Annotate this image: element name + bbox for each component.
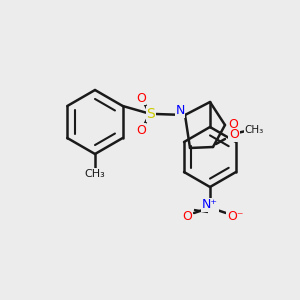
Text: O: O <box>136 92 146 104</box>
Text: O: O <box>228 118 238 131</box>
Text: O: O <box>229 128 239 142</box>
Text: CH₃: CH₃ <box>85 169 105 179</box>
Text: O⁻: O⁻ <box>227 211 243 224</box>
Text: O: O <box>136 124 146 136</box>
Text: N: N <box>175 104 185 118</box>
Text: CH₃: CH₃ <box>244 125 264 135</box>
Text: S: S <box>146 107 155 121</box>
Text: O: O <box>182 211 192 224</box>
Text: N⁺: N⁺ <box>202 199 218 212</box>
